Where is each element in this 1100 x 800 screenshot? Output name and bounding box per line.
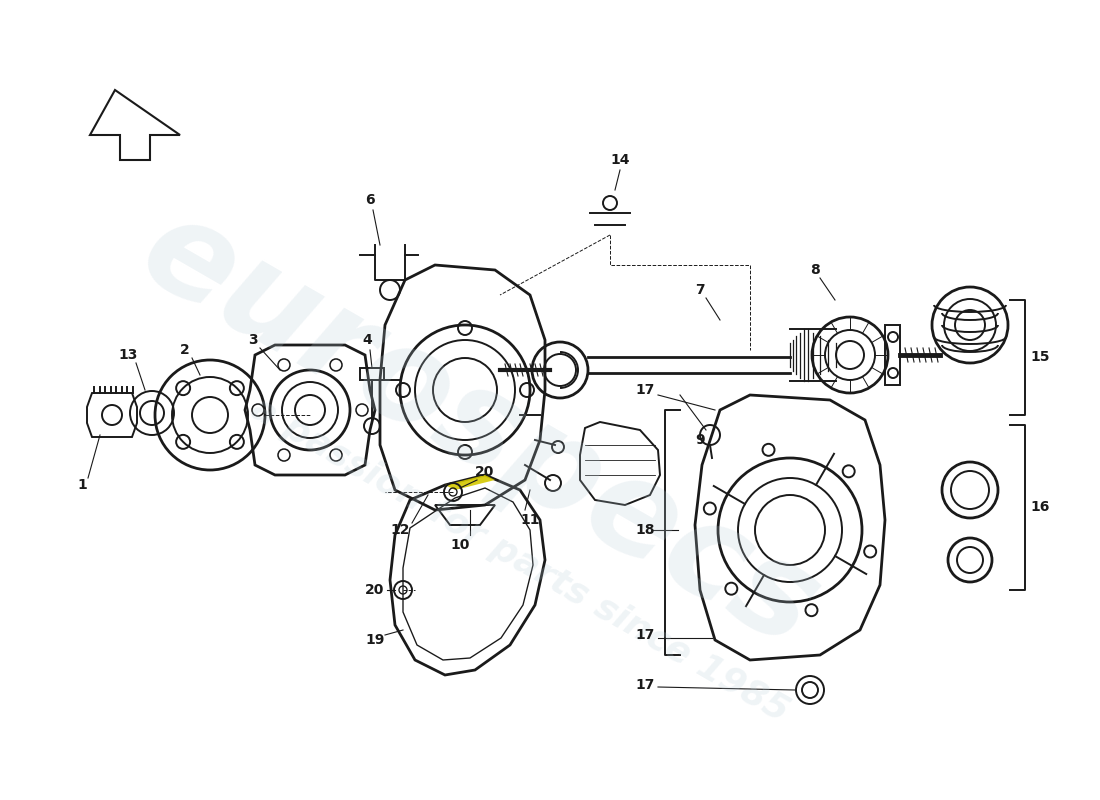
Text: 8: 8 xyxy=(810,263,820,277)
Text: 17: 17 xyxy=(636,383,654,397)
Text: 20: 20 xyxy=(365,583,385,597)
Text: 17: 17 xyxy=(636,628,654,642)
Text: 20: 20 xyxy=(475,465,495,479)
Text: a passion for parts since 1985: a passion for parts since 1985 xyxy=(245,391,795,729)
Text: 10: 10 xyxy=(450,538,470,552)
Text: 13: 13 xyxy=(119,348,138,362)
Text: 16: 16 xyxy=(1030,500,1049,514)
Text: 4: 4 xyxy=(362,333,372,347)
Text: 9: 9 xyxy=(695,433,705,447)
Text: 7: 7 xyxy=(695,283,705,297)
Text: 12: 12 xyxy=(390,523,409,537)
Text: 15: 15 xyxy=(1030,350,1049,364)
Text: 18: 18 xyxy=(636,523,654,537)
Polygon shape xyxy=(446,475,495,490)
Text: 6: 6 xyxy=(365,193,375,207)
Text: 17: 17 xyxy=(636,678,654,692)
Text: 1: 1 xyxy=(77,478,87,492)
Text: 14: 14 xyxy=(610,153,629,167)
Text: 2: 2 xyxy=(180,343,190,357)
Text: 3: 3 xyxy=(249,333,257,347)
Text: 19: 19 xyxy=(365,633,385,647)
Text: 11: 11 xyxy=(520,513,540,527)
Text: eurospecs: eurospecs xyxy=(120,186,840,674)
